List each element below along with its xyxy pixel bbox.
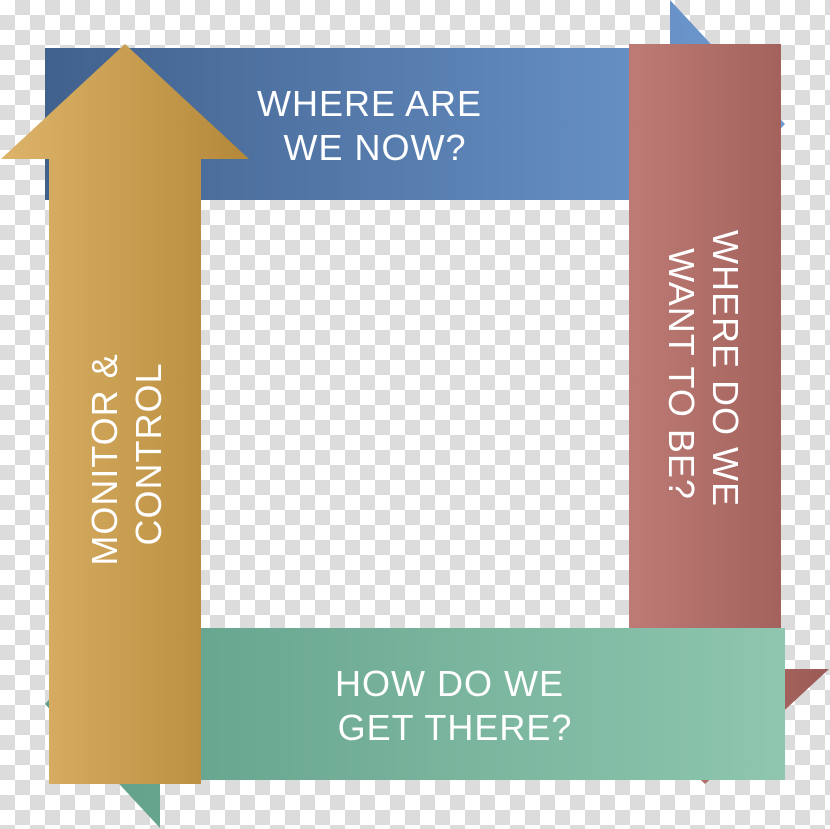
arrow-top-line1: WHERE ARE (257, 83, 482, 124)
arrow-bottom-line1: HOW DO WE (335, 663, 564, 704)
arrow-bottom-line2: GET THERE? (338, 707, 573, 748)
cycle-diagram: WHERE ARE WE NOW? WHERE DO WE WANT TO BE… (0, 0, 830, 829)
arrow-left-line1: MONITOR & (84, 353, 125, 565)
arrow-right-line1: WHERE DO WE (705, 230, 746, 507)
arrow-top-line2: WE NOW? (284, 127, 467, 168)
arrow-left-line2: CONTROL (128, 362, 169, 545)
arrow-right-line2: WANT TO BE? (661, 248, 702, 500)
